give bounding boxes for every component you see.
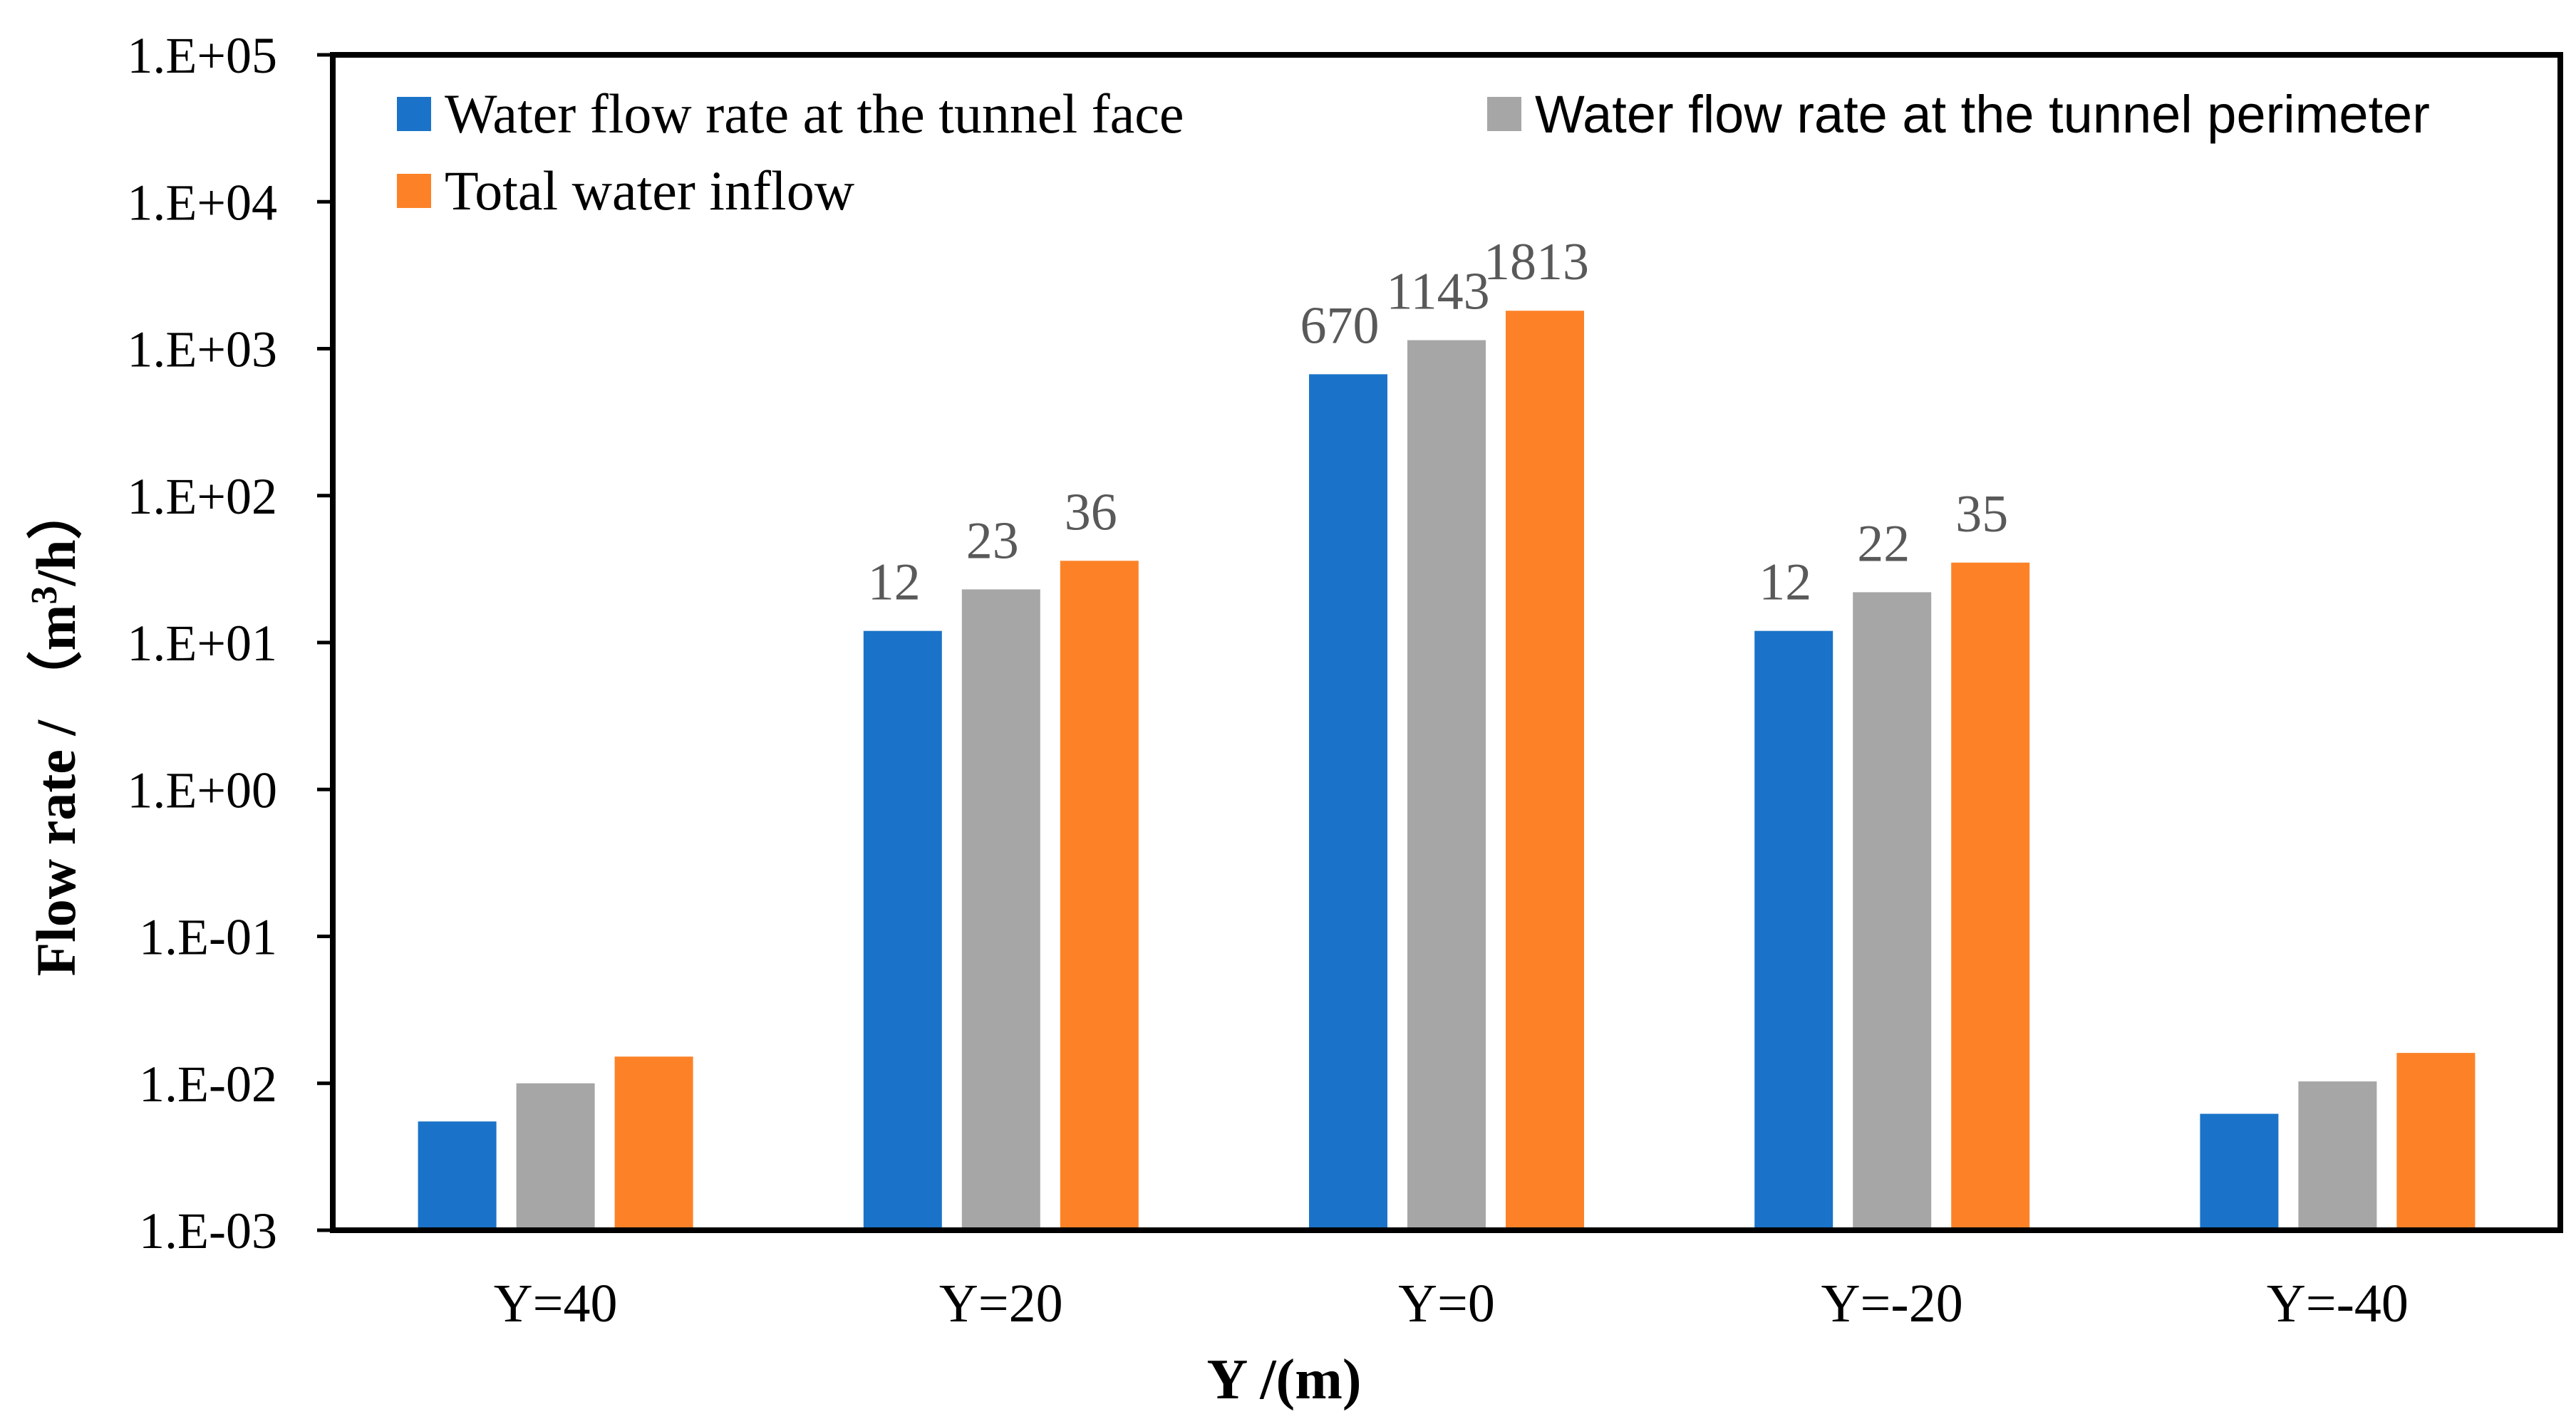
legend-swatch	[397, 174, 431, 208]
bar	[1407, 340, 1486, 1230]
legend-label: Total water inflow	[445, 160, 854, 222]
bar	[2200, 1113, 2279, 1230]
y-tick-label: 1.E-01	[139, 909, 277, 966]
bar	[863, 630, 942, 1230]
x-tick-label: Y=-40	[2267, 1274, 2409, 1334]
y-tick-label: 1.E+00	[127, 762, 277, 818]
y-tick-label: 1.E+05	[127, 27, 277, 84]
bar	[1309, 374, 1387, 1230]
x-tick-label: Y=-20	[1821, 1274, 1963, 1334]
x-tick-label: Y=20	[939, 1274, 1063, 1334]
y-axis-title-prefix: Flow rate / （m	[25, 605, 87, 977]
y-tick-label: 1.E-03	[139, 1202, 277, 1259]
legend-label: Water flow rate at the tunnel face	[445, 83, 1184, 145]
bar	[1853, 592, 1932, 1230]
data-label: 12	[868, 553, 921, 612]
data-label: 1143	[1386, 263, 1489, 321]
data-label: 23	[966, 511, 1019, 570]
y-tick-label: 1.E-02	[139, 1056, 277, 1113]
data-label: 1813	[1484, 233, 1589, 291]
bar	[418, 1121, 497, 1230]
data-label: 36	[1065, 483, 1117, 541]
bar	[2298, 1081, 2377, 1230]
y-axis-title-suffix: /h）	[25, 484, 87, 586]
bar	[961, 589, 1040, 1230]
bar	[1951, 562, 2030, 1230]
legend-label: Water flow rate at the tunnel perimeter	[1535, 85, 2430, 144]
y-tick-label: 1.E+03	[127, 321, 277, 378]
x-axis: Y=40 Y=20 Y=0 Y=-20 Y=-40	[494, 1274, 2409, 1334]
y-tick-label: 1.E+01	[127, 615, 277, 672]
x-axis-title: Y /(m)	[1207, 1348, 1362, 1411]
bar	[516, 1083, 595, 1230]
x-tick-label: Y=40	[494, 1274, 618, 1334]
legend-swatch	[397, 97, 431, 131]
x-tick-label: Y=0	[1398, 1274, 1495, 1334]
bar	[2396, 1053, 2476, 1230]
bar	[1060, 561, 1139, 1230]
bar	[1754, 630, 1833, 1230]
data-label: 670	[1300, 296, 1380, 355]
data-label: 12	[1759, 553, 1811, 612]
bar-group	[418, 311, 2476, 1230]
legend: Water flow rate at the tunnel face Water …	[397, 83, 2430, 222]
y-tick-label: 1.E+04	[127, 174, 277, 231]
legend-swatch	[1487, 97, 1521, 131]
bar	[614, 1056, 693, 1230]
y-axis-title-superscript: 3	[24, 586, 65, 605]
bar	[1506, 311, 1584, 1230]
y-axis-title: Flow rate / （m3/h）	[24, 484, 87, 976]
data-label: 22	[1857, 514, 1910, 573]
y-axis: 1.E-03 1.E-02 1.E-01 1.E+00 1.E+01 1.E+02 1.E+…	[127, 27, 333, 1259]
y-tick-label: 1.E+02	[127, 468, 277, 525]
data-label: 35	[1955, 485, 2008, 544]
